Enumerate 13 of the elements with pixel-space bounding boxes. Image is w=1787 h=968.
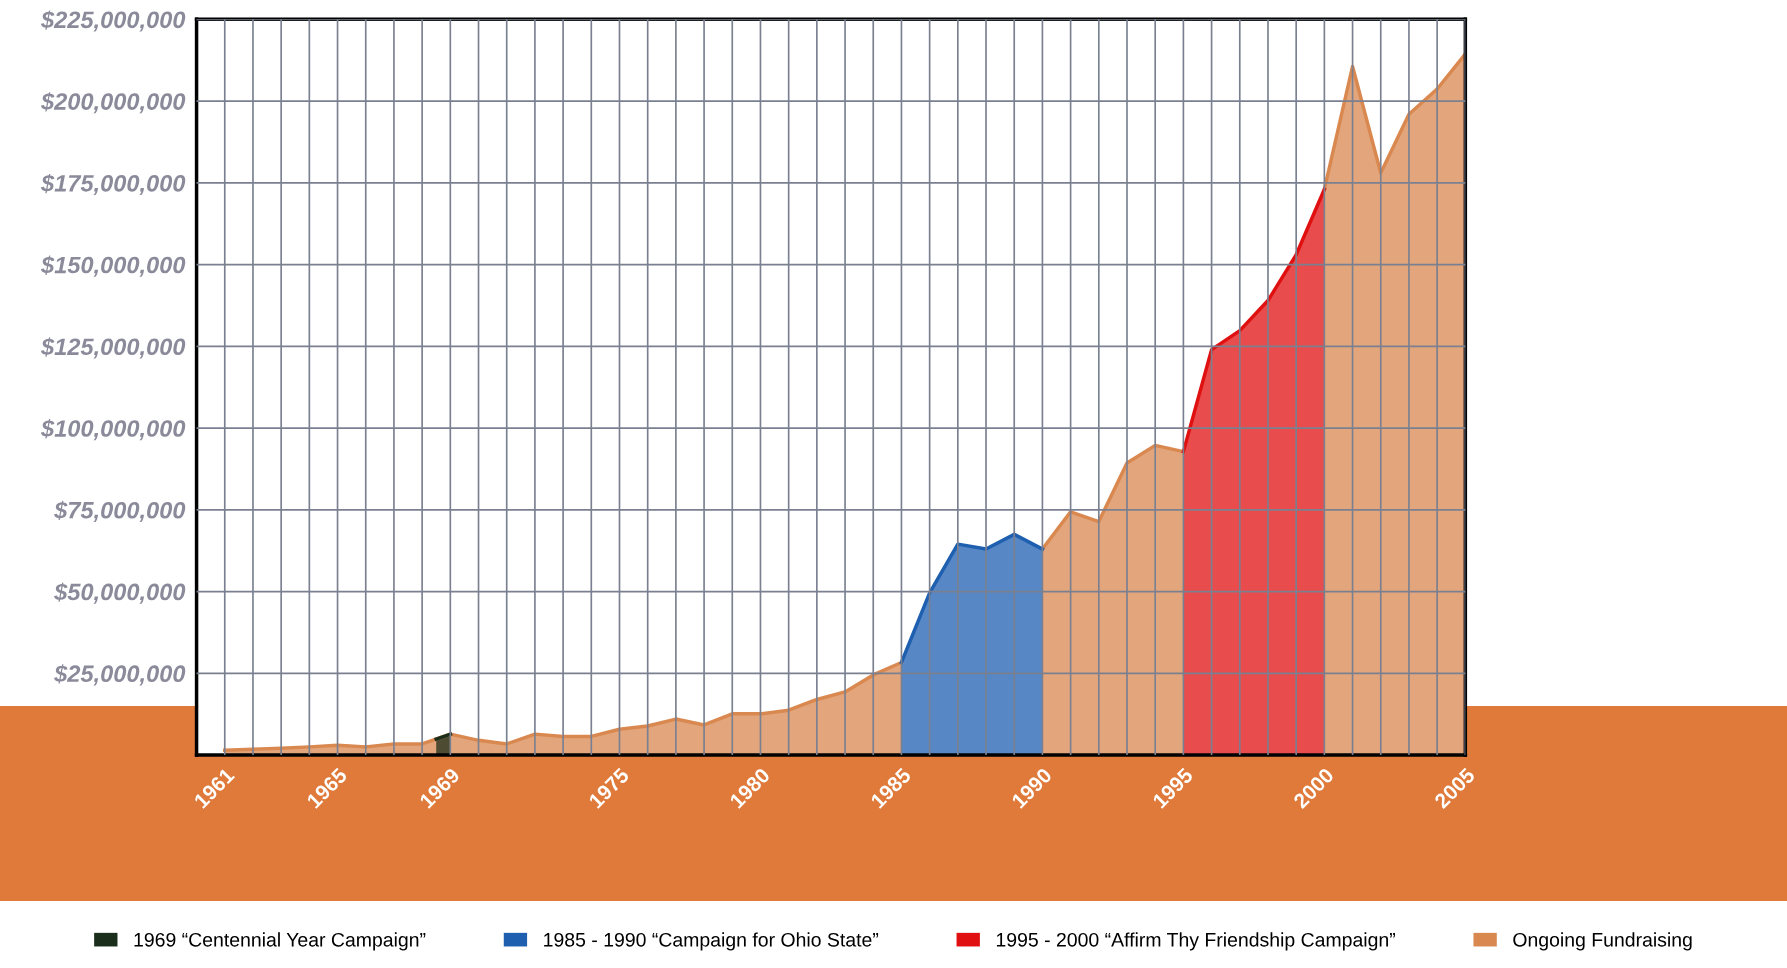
- y-tick-label: $100,000,000: [40, 419, 186, 441]
- y-tick-label: $200,000,000: [40, 92, 186, 114]
- y-tick-label: $150,000,000: [40, 255, 186, 277]
- y-tick-label: $75,000,000: [54, 500, 186, 523]
- y-tick-label: $225,000,000: [40, 10, 186, 32]
- y-tick-label: $125,000,000: [40, 337, 186, 359]
- y-tick-label: $175,000,000: [40, 173, 186, 196]
- legend-label: 1995 - 2000 “Affirm Thy Friendship Campaign”: [996, 932, 1395, 951]
- legend-label: 1969 “Centennial Year Campaign”: [134, 932, 426, 951]
- legend-label: Ongoing Fundraising: [1513, 932, 1692, 951]
- y-tick-label: $50,000,000: [54, 582, 186, 604]
- legend-label: 1985 - 1990 “Campaign for Ohio State”: [544, 932, 879, 951]
- y-tick-label: $25,000,000: [54, 664, 186, 686]
